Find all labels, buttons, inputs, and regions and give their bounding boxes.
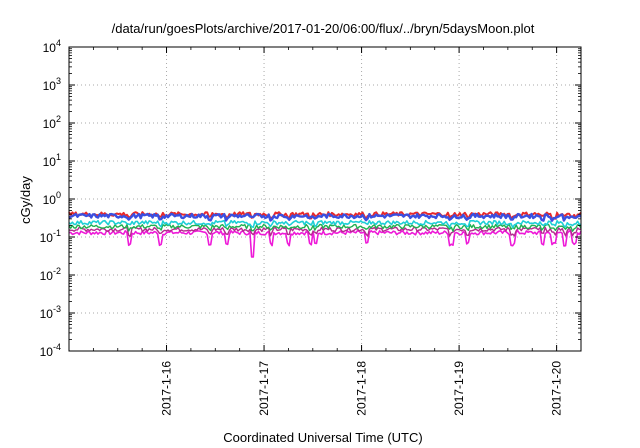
y-tick-label: 10-3 [40, 304, 61, 321]
y-tick-base: 10 [40, 345, 54, 359]
x-tick-label: 2017-1-16 [160, 361, 174, 416]
y-tick-label: 10-1 [40, 228, 61, 245]
y-tick-exponent: 1 [56, 152, 61, 162]
y-tick-base: 10 [40, 307, 54, 321]
y-tick-exponent: 2 [56, 114, 61, 124]
y-tick-base: 10 [43, 155, 57, 169]
y-tick-exponent: -2 [53, 266, 61, 276]
y-tick-label: 100 [43, 190, 61, 207]
y-tick-label: 10-4 [40, 342, 61, 359]
y-tick-label: 102 [43, 114, 61, 131]
series-group [68, 211, 582, 258]
series-line [68, 223, 582, 232]
y-tick-base: 10 [43, 117, 57, 131]
y-tick-base: 10 [40, 231, 54, 245]
series-line [68, 230, 582, 258]
y-tick-base: 10 [43, 79, 57, 93]
x-tick-label: 2017-1-17 [257, 361, 271, 416]
y-tick-exponent: 4 [56, 38, 61, 48]
x-tick-label: 2017-1-18 [355, 361, 369, 416]
chart-title: /data/run/goesPlots/archive/2017-01-20/0… [112, 21, 535, 36]
x-axis-label: Coordinated Universal Time (UTC) [223, 430, 422, 445]
y-tick-exponent: -3 [53, 304, 61, 314]
grid-lines [69, 47, 581, 351]
y-tick-label: 104 [43, 38, 61, 55]
y-tick-label: 10-2 [40, 266, 61, 283]
series-line [68, 212, 582, 222]
y-axis-label: cGy/day [18, 176, 33, 224]
series-line [68, 219, 582, 229]
y-tick-exponent: 3 [56, 76, 61, 86]
y-tick-label: 103 [43, 76, 61, 93]
x-tick-label: 2017-1-20 [550, 361, 564, 416]
y-tick-base: 10 [43, 193, 57, 207]
series-line [68, 226, 582, 237]
y-tick-base: 10 [40, 269, 54, 283]
y-tick-exponent: -4 [53, 342, 61, 352]
y-tick-label: 101 [43, 152, 61, 169]
y-tick-exponent: -1 [53, 228, 61, 238]
x-axis: 2017-1-16 2017-1-17 2017-1-18 2017-1-19 2017… [92, 47, 564, 416]
y-tick-exponent: 0 [56, 190, 61, 200]
y-tick-base: 10 [43, 41, 57, 55]
x-tick-label: 2017-1-19 [452, 361, 466, 416]
